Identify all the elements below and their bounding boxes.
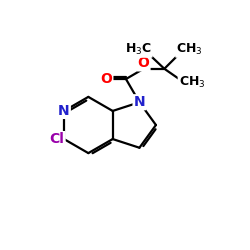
Text: O: O <box>138 56 149 70</box>
Text: N: N <box>58 104 70 118</box>
Text: CH$_3$: CH$_3$ <box>179 75 205 90</box>
Text: Cl: Cl <box>50 132 64 146</box>
Text: CH$_3$: CH$_3$ <box>176 42 203 57</box>
Text: H$_3$C: H$_3$C <box>125 42 152 57</box>
Text: N: N <box>134 95 145 109</box>
Text: O: O <box>100 72 112 86</box>
